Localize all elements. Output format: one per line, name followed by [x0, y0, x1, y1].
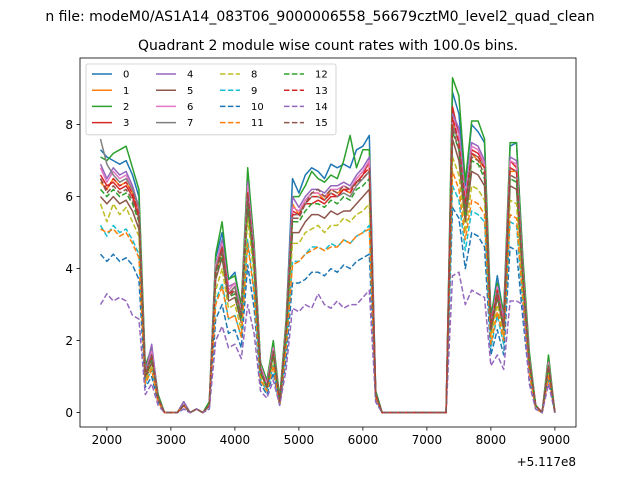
series-layer — [99, 77, 556, 414]
legend-label-6: 6 — [187, 102, 193, 113]
x-tick-label: 9000 — [540, 433, 571, 447]
legend-label-2: 2 — [123, 102, 129, 113]
legend-label-8: 8 — [251, 70, 257, 81]
legend-label-1: 1 — [123, 86, 129, 97]
figure-suptitle: n file: modeM0/AS1A14_083T06_9000006558_… — [45, 9, 594, 25]
x-tick-label: 4000 — [220, 433, 251, 447]
y-tick-label: 4 — [65, 262, 73, 276]
y-tick-label: 8 — [65, 118, 73, 132]
legend-label-10: 10 — [251, 102, 264, 113]
legend-label-0: 0 — [123, 70, 129, 81]
chart-title: Quadrant 2 module wise count rates with … — [138, 38, 518, 54]
legend-label-13: 13 — [315, 86, 328, 97]
legend-label-3: 3 — [123, 118, 129, 129]
legend-label-11: 11 — [251, 118, 264, 129]
series-line-15 — [99, 127, 556, 414]
legend-label-4: 4 — [187, 70, 193, 81]
x-axis: 2000 3000 4000 5000 6000 7000 8000 9000 — [92, 427, 571, 447]
x-tick-label: 2000 — [92, 433, 123, 447]
y-axis: 0 2 4 6 8 — [65, 118, 80, 420]
x-offset-text: +5.117e8 — [517, 455, 576, 469]
x-tick-label: 7000 — [412, 433, 443, 447]
legend-label-15: 15 — [315, 118, 328, 129]
legend-label-14: 14 — [315, 102, 328, 113]
x-tick-label: 3000 — [156, 433, 187, 447]
series-line-11 — [100, 170, 556, 414]
legend-label-5: 5 — [187, 86, 193, 97]
y-tick-label: 0 — [65, 406, 73, 420]
x-tick-label: 5000 — [284, 433, 315, 447]
legend-label-7: 7 — [187, 118, 193, 129]
y-tick-label: 6 — [65, 190, 73, 204]
legend-label-12: 12 — [315, 70, 328, 81]
x-tick-label: 6000 — [348, 433, 379, 447]
y-tick-label: 2 — [65, 334, 73, 348]
axes-frame — [79, 57, 577, 428]
legend-label-9: 9 — [251, 86, 257, 97]
x-tick-label: 8000 — [476, 433, 507, 447]
legend-frame — [85, 63, 337, 136]
